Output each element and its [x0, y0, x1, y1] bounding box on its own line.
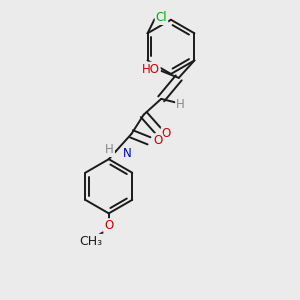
Text: H: H [176, 98, 185, 111]
Text: CH₃: CH₃ [80, 235, 103, 248]
Text: N: N [123, 147, 131, 160]
Text: Cl: Cl [156, 11, 167, 24]
Text: O: O [162, 127, 171, 140]
Text: H: H [105, 143, 114, 156]
Text: HO: HO [142, 63, 160, 76]
Text: O: O [104, 219, 113, 232]
Text: O: O [153, 134, 162, 147]
